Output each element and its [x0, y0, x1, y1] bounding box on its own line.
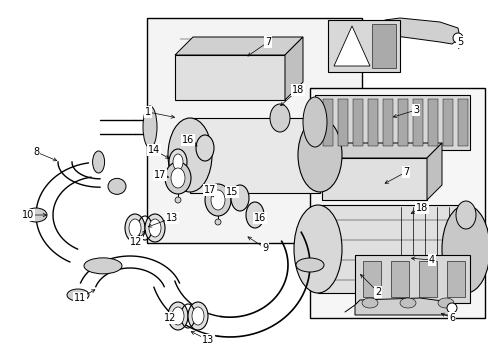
Bar [309, 88, 484, 318]
Text: 18: 18 [291, 85, 304, 95]
Bar [175, 55, 285, 100]
Text: 6: 6 [448, 313, 454, 323]
Polygon shape [333, 26, 369, 66]
Bar [147, 18, 361, 243]
Text: 14: 14 [147, 145, 160, 155]
Text: 7: 7 [402, 167, 408, 177]
Polygon shape [379, 18, 459, 44]
Text: 5: 5 [456, 37, 462, 47]
Text: 9: 9 [262, 243, 267, 253]
Text: 13: 13 [202, 335, 214, 345]
Ellipse shape [149, 219, 161, 237]
Bar [190, 118, 319, 193]
Polygon shape [382, 99, 392, 146]
Bar [327, 20, 399, 72]
Polygon shape [323, 99, 332, 146]
Bar [390, 261, 408, 297]
Ellipse shape [25, 208, 47, 222]
Text: 17: 17 [203, 185, 216, 195]
Ellipse shape [210, 190, 224, 210]
Ellipse shape [230, 185, 248, 211]
Ellipse shape [297, 118, 341, 192]
Text: 3: 3 [412, 105, 418, 115]
Circle shape [215, 219, 221, 225]
Ellipse shape [361, 298, 377, 308]
Ellipse shape [172, 307, 183, 325]
Ellipse shape [142, 106, 157, 148]
Text: 4: 4 [428, 255, 434, 265]
Text: 11: 11 [74, 293, 86, 303]
Ellipse shape [108, 178, 126, 194]
Ellipse shape [129, 219, 141, 237]
Polygon shape [352, 99, 362, 146]
Bar [446, 261, 464, 297]
Ellipse shape [171, 168, 184, 188]
Text: 17: 17 [154, 170, 166, 180]
Text: 12: 12 [129, 237, 142, 247]
Text: 18: 18 [415, 203, 427, 213]
Ellipse shape [145, 214, 164, 242]
Polygon shape [354, 298, 454, 315]
Polygon shape [457, 99, 467, 146]
Bar [314, 95, 469, 150]
Ellipse shape [173, 154, 183, 170]
Polygon shape [285, 37, 303, 100]
Circle shape [452, 33, 462, 43]
Ellipse shape [269, 104, 289, 132]
Text: 2: 2 [374, 287, 380, 297]
Ellipse shape [84, 258, 122, 274]
Ellipse shape [192, 307, 203, 325]
Polygon shape [337, 99, 347, 146]
Bar [317, 205, 465, 293]
Polygon shape [321, 143, 441, 158]
Text: 10: 10 [22, 210, 34, 220]
Ellipse shape [293, 205, 341, 293]
Ellipse shape [303, 97, 326, 147]
Ellipse shape [455, 201, 475, 229]
Ellipse shape [196, 135, 214, 161]
Text: 13: 13 [165, 213, 178, 223]
Ellipse shape [187, 302, 207, 330]
Polygon shape [412, 99, 422, 146]
Ellipse shape [168, 118, 212, 192]
Polygon shape [175, 37, 303, 55]
Polygon shape [427, 99, 437, 146]
Circle shape [175, 197, 181, 203]
Ellipse shape [437, 298, 453, 308]
Bar [362, 261, 380, 297]
Ellipse shape [168, 302, 187, 330]
Ellipse shape [245, 202, 264, 228]
Polygon shape [367, 99, 377, 146]
Bar [354, 255, 469, 303]
Ellipse shape [67, 289, 89, 301]
Text: 1: 1 [144, 107, 151, 117]
Circle shape [386, 21, 392, 27]
Polygon shape [426, 143, 441, 200]
Polygon shape [442, 99, 452, 146]
Ellipse shape [92, 151, 104, 173]
Ellipse shape [204, 184, 230, 216]
Ellipse shape [441, 205, 488, 293]
Circle shape [446, 303, 456, 313]
Bar [321, 158, 426, 200]
Ellipse shape [164, 162, 191, 194]
Ellipse shape [125, 214, 145, 242]
Bar [418, 261, 436, 297]
Text: 16: 16 [253, 213, 265, 223]
Text: 16: 16 [182, 135, 194, 145]
Ellipse shape [169, 149, 186, 175]
Text: 12: 12 [163, 313, 176, 323]
Text: 8: 8 [33, 147, 39, 157]
Polygon shape [397, 99, 407, 146]
Ellipse shape [295, 258, 324, 272]
Text: 15: 15 [225, 187, 238, 197]
Ellipse shape [399, 298, 415, 308]
Text: 7: 7 [264, 37, 270, 47]
Bar [371, 24, 395, 68]
